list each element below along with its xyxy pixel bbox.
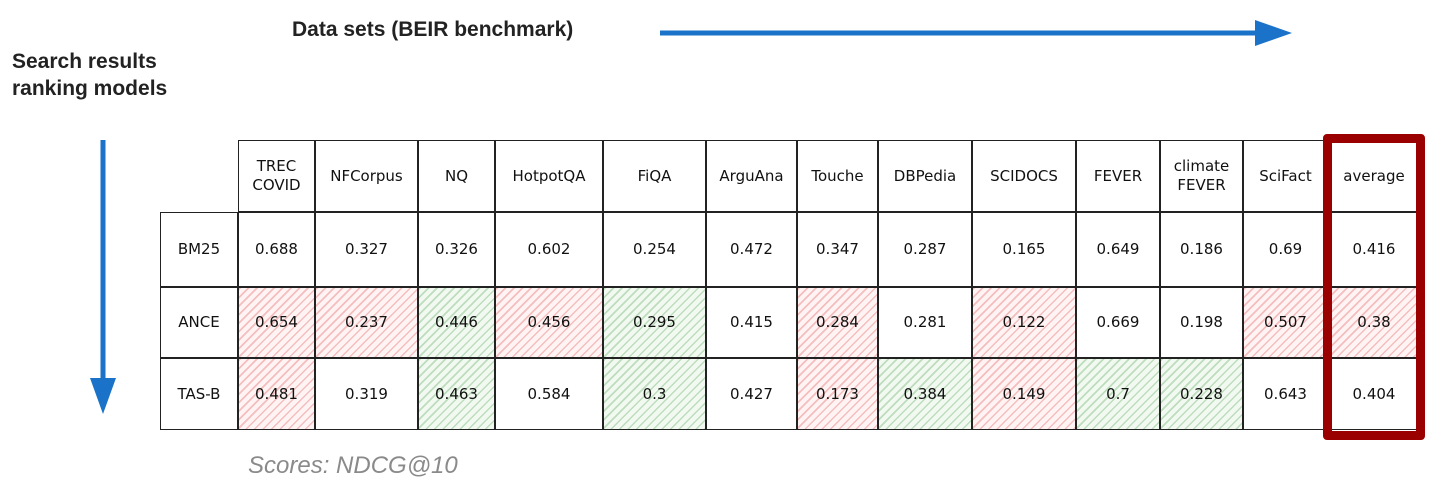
- score-cell: 0.122: [972, 287, 1076, 358]
- score-cell: 0.602: [495, 212, 603, 287]
- score-cell: 0.327: [315, 212, 418, 287]
- row-header: BM25: [160, 212, 238, 287]
- column-header: SciFact: [1243, 140, 1328, 212]
- score-cell: 0.149: [972, 358, 1076, 430]
- score-cell: 0.584: [495, 358, 603, 430]
- score-cell: 0.281: [878, 287, 972, 358]
- score-cell: 0.384: [878, 358, 972, 430]
- column-header: TREC COVID: [238, 140, 315, 212]
- score-cell: 0.326: [418, 212, 495, 287]
- score-cell: 0.237: [315, 287, 418, 358]
- score-cell: 0.654: [238, 287, 315, 358]
- score-cell: 0.481: [238, 358, 315, 430]
- column-header: NFCorpus: [315, 140, 418, 212]
- score-cell: 0.186: [1160, 212, 1243, 287]
- score-cell: 0.415: [706, 287, 797, 358]
- footnote: Scores: NDCG@10: [248, 452, 458, 479]
- score-cell: 0.463: [418, 358, 495, 430]
- score-cell: 0.347: [797, 212, 878, 287]
- score-cell: 0.173: [797, 358, 878, 430]
- score-cell: 0.165: [972, 212, 1076, 287]
- column-header: climate FEVER: [1160, 140, 1243, 212]
- score-cell: 0.472: [706, 212, 797, 287]
- highlight-box: [1323, 134, 1425, 440]
- column-header: FiQA: [603, 140, 706, 212]
- models-label: Search results ranking models: [12, 50, 168, 101]
- score-cell: 0.295: [603, 287, 706, 358]
- column-header: NQ: [418, 140, 495, 212]
- score-cell: 0.38: [1328, 287, 1420, 358]
- score-cell: 0.319: [315, 358, 418, 430]
- score-cell: 0.649: [1076, 212, 1160, 287]
- score-cell: 0.446: [418, 287, 495, 358]
- score-cell: 0.427: [706, 358, 797, 430]
- score-cell: 0.69: [1243, 212, 1328, 287]
- arrow-head: [90, 378, 116, 414]
- score-cell: 0.456: [495, 287, 603, 358]
- column-header: ArguAna: [706, 140, 797, 212]
- score-cell: 0.643: [1243, 358, 1328, 430]
- column-header: HotpotQA: [495, 140, 603, 212]
- score-cell: 0.284: [797, 287, 878, 358]
- score-cell: 0.254: [603, 212, 706, 287]
- column-header: SCIDOCS: [972, 140, 1076, 212]
- score-cell: 0.228: [1160, 358, 1243, 430]
- score-cell: 0.198: [1160, 287, 1243, 358]
- column-header: FEVER: [1076, 140, 1160, 212]
- score-cell: 0.287: [878, 212, 972, 287]
- score-cell: 0.688: [238, 212, 315, 287]
- arrow-head: [1255, 20, 1292, 46]
- score-cell: 0.507: [1243, 287, 1328, 358]
- score-cell: 0.669: [1076, 287, 1160, 358]
- score-cell: 0.7: [1076, 358, 1160, 430]
- score-cell: 0.3: [603, 358, 706, 430]
- column-header: Touche: [797, 140, 878, 212]
- row-header: TAS-B: [160, 358, 238, 430]
- column-header: DBPedia: [878, 140, 972, 212]
- datasets-label: Data sets (BEIR benchmark): [292, 18, 574, 41]
- row-header: ANCE: [160, 287, 238, 358]
